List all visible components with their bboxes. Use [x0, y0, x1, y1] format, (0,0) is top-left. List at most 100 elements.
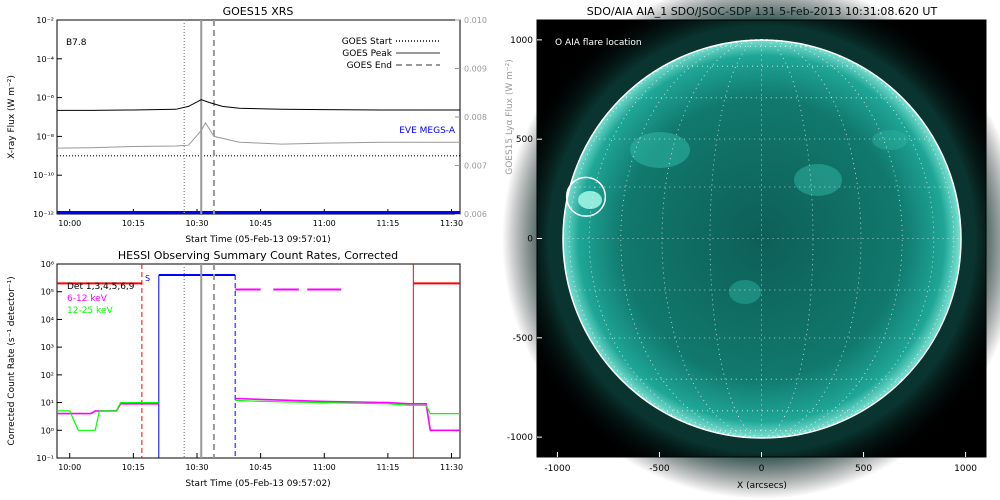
goes-series-short — [56, 121, 460, 149]
goes-x-tick-label: 10:00 — [58, 219, 81, 228]
hessi-plot-frame — [56, 263, 461, 459]
legend-hessi-6-12-label: 6-12 keV — [67, 294, 108, 304]
aia-x-label: X (arcsecs) — [737, 481, 787, 491]
longitude-line — [620, 39, 762, 438]
goes-y-tick-right-label: 0.008 — [464, 113, 487, 122]
goes-x-tick-label: 10:15 — [122, 219, 145, 228]
goes-y-tick-label: 10⁻⁴ — [36, 55, 54, 64]
goes-y-tick-right-label: 0.009 — [464, 65, 487, 74]
hessi-series-6-12-kev — [57, 402, 159, 415]
goes-y-tick-label: 10⁻⁸ — [36, 132, 54, 141]
legend-goes-peak-label: GOES Peak — [342, 49, 392, 59]
aia-annotation: O AIA flare location — [555, 38, 642, 48]
goes-marks — [56, 20, 460, 214]
goes-x-axis: 10:00 10:15 10:30 10:45 11:00 11:15 11:30 — [58, 209, 463, 228]
hessi-y-label: Corrected Count Rate (s⁻¹ detector⁻¹) — [7, 276, 17, 445]
goes-x-tick-label: 11:30 — [440, 219, 463, 228]
aia-y-tick-label: 1000 — [510, 36, 533, 46]
aia-x-tick-label: 0 — [759, 464, 765, 474]
goes-class-label: B7.8 — [66, 38, 87, 48]
aia-x-tick-label: -500 — [649, 464, 670, 474]
hessi-y-tick-label: 10⁴ — [41, 315, 54, 324]
goes-y-tick-right-label: 0.006 — [464, 210, 487, 219]
goes-y-tick-label: 10⁻⁶ — [36, 94, 54, 103]
goes-x-tick-label: 11:00 — [313, 219, 336, 228]
hessi-x-tick-label: 10:00 — [58, 463, 81, 472]
hessi-y-tick-label: 10⁵ — [41, 288, 54, 297]
aia-y-tick-label: -500 — [513, 334, 534, 344]
goes-x-label: Start Time (05-Feb-13 09:57:01) — [185, 235, 330, 245]
goes-y-tick-label: 10⁻² — [36, 16, 54, 25]
aia-solar-image: SDO/AIA AIA_1 SDO/JSOC-SDP 131 5-Feb-201… — [502, 0, 1000, 499]
aia-x-axis: -1000 -500 0 500 1000 — [544, 452, 977, 474]
goes-series-long — [57, 99, 460, 111]
goes-y-tick-label: 10⁻¹² — [33, 210, 54, 219]
hessi-y-tick-label: 10² — [41, 371, 54, 380]
aia-x-tick-label: 500 — [855, 464, 872, 474]
legend-hessi-12-25-label: 12-25 keV — [67, 306, 113, 316]
aia-y-tick-label: 500 — [516, 135, 533, 145]
hessi-x-tick-label: 11:00 — [313, 463, 336, 472]
hessi-x-tick-label: 11:30 — [440, 463, 463, 472]
aia-x-tick-label: -1000 — [544, 464, 570, 474]
goes-title: GOES15 XRS — [223, 5, 294, 18]
hessi-x-tick-label: 10:45 — [249, 463, 272, 472]
hessi-count-rate-chart: HESSI Observing Summary Count Rates, Cor… — [7, 249, 463, 489]
hessi-x-tick-label: 11:15 — [376, 463, 399, 472]
hessi-x-axis: 10:00 10:15 10:30 10:45 11:00 11:15 11:30 — [58, 453, 463, 472]
hessi-x-tick-label: 10:30 — [185, 463, 208, 472]
hessi-y-axis: 10⁻¹ 10⁰ 10¹ 10² 10³ 10⁴ 10⁵ 10⁶ — [36, 260, 62, 463]
aia-y-axis: -1000 -500 0 500 1000 — [507, 36, 542, 443]
legend-goes-start-label: GOES Start — [342, 37, 393, 47]
goes-y-tick-right-label: 0.007 — [464, 162, 487, 171]
legend-hessi-det-label: Det 1,3,4,5,6,9 — [67, 282, 135, 292]
active-region-south — [729, 280, 761, 304]
goes-plot-frame — [56, 19, 461, 215]
hessi-legend: Det 1,3,4,5,6,9 6-12 keV 12-25 keV — [67, 282, 135, 316]
goes-y-axis-right: 0.006 0.007 0.008 0.009 0.010 — [455, 16, 487, 219]
aia-y-tick-label: 0 — [527, 235, 533, 245]
hessi-x-tick-label: 10:15 — [122, 463, 145, 472]
goes-y-label: X-ray Flux (W m⁻²) — [7, 75, 17, 159]
goes-y-tick-label: 10⁻¹⁰ — [33, 171, 54, 180]
goes-x-tick-label: 10:30 — [185, 219, 208, 228]
legend-goes-end-label: GOES End — [347, 61, 392, 71]
longitude-line — [569, 39, 762, 438]
active-region-north-central — [794, 164, 842, 196]
active-region-northeast — [630, 132, 690, 168]
goes-y-tick-right-label: 0.010 — [464, 16, 487, 25]
hessi-title: HESSI Observing Summary Count Rates, Cor… — [118, 249, 398, 262]
hessi-series-12-25-kev — [235, 399, 460, 415]
solar-limb — [562, 39, 962, 439]
hessi-y-tick-label: 10¹ — [41, 399, 54, 408]
longitude-line — [761, 39, 903, 438]
goes-x-tick-label: 10:45 — [249, 219, 272, 228]
aia-x-tick-label: 1000 — [954, 464, 977, 474]
solar-disk-features — [578, 130, 908, 304]
longitude-line — [661, 39, 762, 438]
heliographic-grid — [562, 39, 961, 438]
hessi-s-marker: S — [145, 274, 150, 283]
hessi-marks — [57, 264, 460, 458]
flare-brightening — [578, 191, 602, 209]
aia-y-tick-label: -1000 — [507, 433, 533, 443]
longitude-line — [761, 39, 862, 438]
goes-xrs-chart: GOES15 XRS B7.8 10⁻¹²10⁻¹⁰10⁻⁸10⁻⁶10⁻⁴10… — [7, 5, 515, 245]
hessi-y-tick-label: 10³ — [41, 343, 54, 352]
goes-y-axis: 10⁻¹² 10⁻¹⁰ 10⁻⁸ 10⁻⁶ 10⁻⁴ 10⁻² — [33, 16, 62, 219]
hessi-y-tick-label: 10⁰ — [41, 426, 54, 435]
hessi-x-label: Start Time (05-Feb-13 09:57:02) — [185, 479, 330, 489]
active-region-northwest — [872, 130, 908, 150]
hessi-y-tick-label: 10⁶ — [41, 260, 54, 269]
solar-disk — [562, 39, 961, 438]
goes-y-label-right: GOES15 Lyα Flux (W m⁻²) — [505, 59, 515, 175]
eve-label: EVE MEGS-A — [399, 126, 456, 136]
hessi-series-12-25-kev — [57, 402, 159, 431]
longitude-line — [761, 39, 954, 438]
goes-x-tick-label: 11:15 — [376, 219, 399, 228]
hessi-series-6-12-kev — [235, 397, 460, 432]
goes-legend: GOES Start GOES Peak GOES End — [342, 37, 440, 71]
hessi-y-tick-label: 10⁻¹ — [36, 454, 54, 463]
flare-location-marker — [565, 176, 607, 217]
